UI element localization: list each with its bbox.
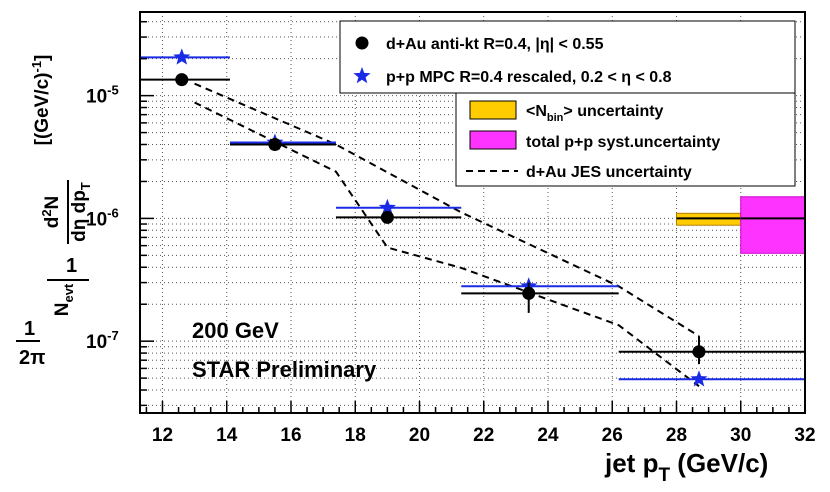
- annotation-energy: 200 GeV: [192, 318, 279, 343]
- x-tick-label: 14: [216, 425, 238, 446]
- uncertainty-boxes: [675, 196, 806, 254]
- dau-data-point: [175, 73, 189, 87]
- legend-swatch-nbin: [469, 100, 517, 120]
- svg-text:jet pT (GeV/c): jet pT (GeV/c): [604, 448, 768, 486]
- pp-data-point: [378, 198, 396, 216]
- dau-data-point: [522, 286, 536, 300]
- y-tick-label: 10-5: [86, 83, 119, 108]
- jes-lower-line: [194, 101, 700, 387]
- jes-upper-line: [194, 82, 700, 337]
- y-tick-label: 10-6: [86, 205, 119, 230]
- x-axis-title: jet pT (GeV/c): [604, 448, 768, 486]
- y-axis-title: 1 2π 1 Nevt d2N dη dpT [(GeV/c)-1]: [16, 55, 93, 369]
- tick-labels: 12 14 16 18 20 22 24 26 28 30 32 10-5 10-6 10-7: [86, 83, 816, 446]
- x-tick-label: 28: [666, 425, 687, 446]
- svg-text:1: 1: [24, 318, 35, 340]
- svg-text:dη dpT: dη dpT: [69, 182, 93, 242]
- legend-label-jes: d+Au JES uncertainty: [526, 164, 692, 181]
- x-tick-label: 24: [537, 425, 559, 446]
- x-tick-label: 18: [345, 425, 366, 446]
- svg-text:2π: 2π: [19, 347, 45, 369]
- axes: [139, 11, 806, 414]
- svg-text:[(GeV/c)-1]: [(GeV/c)-1]: [29, 55, 53, 146]
- pp-syst-uncertainty-box: [740, 196, 806, 254]
- x-tick-label: 32: [794, 425, 815, 446]
- plot-frame: [139, 11, 806, 414]
- dau-data-point: [268, 137, 282, 151]
- legend-marker-dau: [355, 36, 369, 50]
- svg-text:Nevt: Nevt: [52, 283, 76, 316]
- legend-label-syst: total p+p syst.uncertainty: [526, 134, 720, 151]
- series-dau: [140, 73, 805, 365]
- series-pp: [140, 48, 805, 387]
- legend: d+Au anti-kt R=0.4, |η| < 0.55 p+p MPC R=…: [339, 20, 796, 187]
- x-tick-label: 16: [280, 425, 301, 446]
- pp-data-point: [173, 48, 191, 65]
- dau-data-point: [380, 210, 394, 224]
- legend-label-dau: d+Au anti-kt R=0.4, |η| < 0.55: [386, 36, 604, 53]
- y-tick-label: 10-7: [86, 328, 119, 353]
- x-tick-label: 20: [409, 425, 430, 446]
- svg-text:1: 1: [66, 255, 77, 277]
- legend-label-pp: p+p MPC R=0.4 rescaled, 0.2 < η < 0.8: [386, 69, 672, 86]
- dau-data-point: [692, 345, 706, 359]
- legend-marker-pp: [353, 67, 371, 84]
- x-tick-label: 12: [152, 425, 173, 446]
- x-tick-label: 26: [602, 425, 623, 446]
- x-tick-label: 30: [730, 425, 751, 446]
- legend-swatch-syst: [469, 130, 517, 150]
- jes-band: [194, 82, 700, 387]
- x-tick-label: 22: [473, 425, 494, 446]
- svg-text:d2N: d2N: [39, 196, 63, 229]
- annotation-preliminary: STAR Preliminary: [192, 357, 377, 382]
- pp-data-point: [690, 370, 708, 387]
